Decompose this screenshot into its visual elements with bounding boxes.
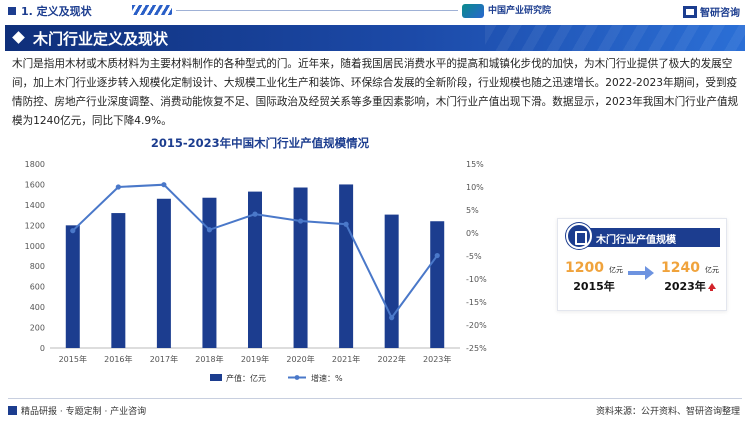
- y-right-tick-label: 10%: [466, 183, 484, 192]
- bar: [111, 213, 126, 348]
- value-2023-number: 1240: [660, 260, 700, 276]
- legend-bar-label: 产值：亿元: [226, 373, 266, 383]
- top-header: 1. 定义及现状 中国产业研究院 智研咨询: [0, 0, 750, 22]
- institute-logo-icon: [462, 4, 484, 18]
- card-header: 木门行业产值规模: [580, 228, 720, 247]
- x-tick-label: 2021年: [332, 354, 360, 364]
- brand-logo: 智研咨询: [683, 4, 740, 19]
- right-arrow-icon: [628, 266, 654, 280]
- section-label: 1. 定义及现状: [21, 5, 92, 18]
- bar: [430, 221, 445, 348]
- y-left-tick-label: 0: [40, 344, 45, 353]
- x-tick-label: 2017年: [150, 354, 178, 364]
- bar: [156, 198, 171, 348]
- y-left-tick-label: 1600: [25, 180, 45, 189]
- x-tick-label: 2023年: [423, 354, 451, 364]
- section-bullet-icon: [8, 7, 16, 15]
- value-2015-number: 1200: [564, 260, 604, 276]
- value-2023-year: 2023年: [664, 280, 706, 293]
- growth-point: [70, 228, 76, 234]
- chart-title: 2015-2023年中国木门行业产值规模情况: [150, 136, 370, 150]
- section-tag: 1. 定义及现状: [8, 3, 92, 19]
- value-2015-unit: 亿元: [609, 266, 624, 274]
- value-2023-unit: 亿元: [705, 266, 720, 274]
- card-title: 木门行业产值规模: [596, 235, 676, 246]
- legend-line-label: 增速：%: [311, 373, 343, 383]
- x-tick-label: 2020年: [286, 354, 314, 364]
- brand-name: 智研咨询: [700, 8, 740, 19]
- y-left-tick-label: 400: [30, 303, 45, 312]
- x-tick-label: 2015年: [59, 354, 87, 364]
- source-note: 资料来源：公开资料、智研咨询整理: [595, 407, 740, 417]
- y-right-tick-label: 0%: [466, 229, 479, 238]
- title-pattern: [485, 25, 745, 51]
- footer-divider: [8, 398, 742, 399]
- value-2015: 1200 亿元 2015年: [560, 257, 628, 294]
- bar: [202, 197, 217, 348]
- intro-paragraph: 木门是指用木材或木质材料为主要材料制作的各种型式的门。近年来，随着我国居民消费水…: [12, 58, 739, 127]
- growth-point: [389, 315, 395, 321]
- institute-logo-text: 中国产业研究院: [488, 5, 552, 16]
- growth-point: [434, 252, 440, 259]
- output-chart: 0 200 400 600 800 1000 1200 1400 1600 1800 -25% -20…: [25, 160, 487, 383]
- footer-bullet-icon: [8, 406, 17, 415]
- bar: [339, 184, 354, 348]
- growth-point: [206, 227, 213, 233]
- growth-point: [252, 211, 258, 217]
- legend-bar-swatch: [210, 374, 222, 381]
- bar: [384, 214, 399, 348]
- y-right-tick-label: -5%: [466, 252, 482, 261]
- bar: [293, 187, 308, 348]
- growth-point: [343, 221, 349, 227]
- value-2023-year-row: 2023年: [656, 278, 724, 294]
- y-left-tick-label: 1400: [25, 201, 45, 210]
- y-right-tick-label: -10%: [466, 275, 487, 284]
- y-right-tick-label: -20%: [466, 321, 487, 330]
- growth-point: [297, 218, 304, 224]
- up-arrow-icon: [707, 283, 716, 291]
- bar: [248, 191, 262, 348]
- y-left-tick-label: 800: [30, 262, 45, 271]
- legend-line-marker: [294, 375, 300, 380]
- x-tick-label: 2018年: [195, 354, 223, 364]
- title-bar: 木门行业定义及现状: [5, 25, 745, 51]
- brand-logo-icon: [683, 5, 697, 18]
- y-right-tick-label: -25%: [466, 344, 487, 353]
- x-tick-label: 2022年: [377, 354, 405, 364]
- stripe-decoration: [132, 5, 172, 15]
- diamond-icon: [12, 31, 25, 44]
- page-title: 木门行业定义及现状: [33, 30, 169, 48]
- y-left-tick-label: 600: [30, 283, 45, 292]
- value-2015-year: 2015年: [573, 280, 615, 293]
- value-2023: 1240 亿元 2023年: [656, 257, 724, 294]
- header-divider: [176, 10, 458, 11]
- y-right-tick-label: 15%: [466, 160, 484, 169]
- x-tick-label: 2016年: [104, 354, 132, 364]
- y-right-tick-label: -15%: [466, 298, 487, 307]
- y-left-tick-label: 200: [30, 324, 45, 333]
- summary-card: 木门行业产值规模 1200 亿元 2015年 1240 亿元 2023年: [557, 218, 727, 311]
- y-left-tick-label: 1200: [25, 221, 45, 230]
- industry-institute-logo: 中国产业研究院: [462, 2, 551, 20]
- y-left-tick-label: 1000: [25, 242, 45, 251]
- bar: [65, 225, 80, 348]
- footer-tagline-text: 精品研报 · 专题定制 · 产业咨询: [21, 407, 147, 417]
- growth-point: [115, 184, 121, 190]
- door-icon: [566, 223, 592, 249]
- x-tick-label: 2019年: [241, 354, 269, 364]
- y-right-tick-label: 5%: [466, 206, 479, 215]
- y-left-tick-label: 1800: [25, 160, 45, 169]
- growth-point: [161, 182, 167, 188]
- footer-tagline: 精品研报 · 专题定制 · 产业咨询: [8, 404, 146, 417]
